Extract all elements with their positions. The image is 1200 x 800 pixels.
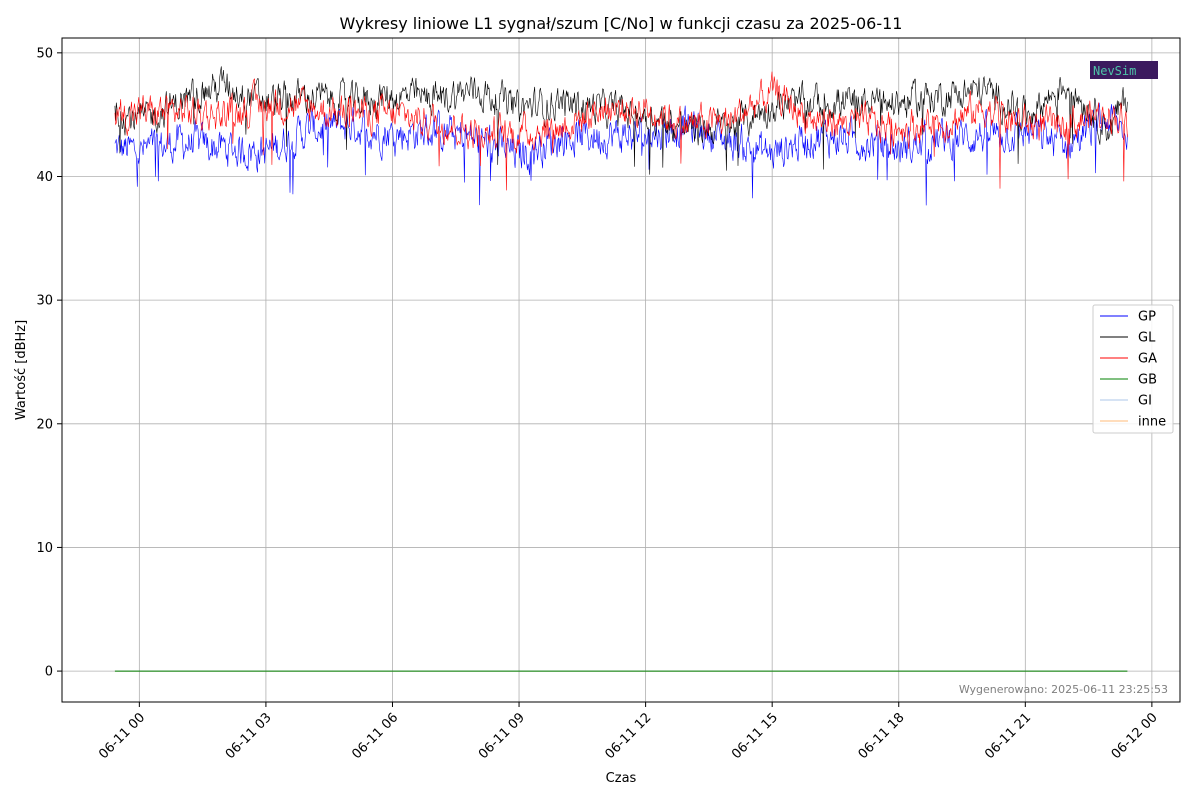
chart-title: Wykresy liniowe L1 sygnał/szum [C/No] w … [340,14,903,33]
y-tick-label: 30 [36,294,53,309]
series-line-gl [114,66,1128,175]
y-axis-label: Wartość [dBHz] [14,320,29,420]
nevsim-logo: NevSim [1090,61,1158,79]
series-line-gp [114,102,1128,206]
x-tick-label: 06-11 18 [856,710,908,762]
series-layer [114,66,1128,672]
legend-label-gp: GP [1138,310,1156,325]
plot-frame [61,37,1181,703]
series-line-ga [114,71,1128,191]
legend-label-gl: GL [1138,331,1156,346]
y-tick-label: 40 [36,170,53,185]
x-tick-label: 06-11 03 [223,710,275,762]
logo-background [1090,61,1158,79]
y-tick-label: 20 [36,417,53,432]
legend-label-ga: GA [1138,352,1157,367]
x-tick-label: 06-11 21 [982,710,1034,762]
x-axis-label: Czas [606,771,637,786]
legend: GP GL GA GB GI inne [1092,304,1174,434]
ticks: 06-11 00 06-11 03 06-11 06 06-11 09 06-11 12… [36,46,1160,762]
x-tick-label: 06-11 15 [729,710,781,762]
generated-timestamp: Wygenerowano: 2025-06-11 23:25:53 [959,683,1168,696]
x-tick-label: 06-11 09 [476,710,528,762]
y-tick-label: 0 [45,665,53,680]
x-tick-label: 06-12 00 [1109,710,1161,762]
legend-label-gi: GI [1138,394,1152,409]
legend-label-inne: inne [1138,415,1166,430]
x-tick-label: 06-11 12 [602,710,654,762]
y-tick-label: 10 [36,541,53,556]
x-tick-label: 06-11 06 [349,710,401,762]
x-tick-label: 06-11 00 [96,710,148,762]
legend-label-gb: GB [1138,373,1157,388]
y-tick-label: 50 [36,46,53,61]
logo-text: NevSim [1093,64,1136,78]
